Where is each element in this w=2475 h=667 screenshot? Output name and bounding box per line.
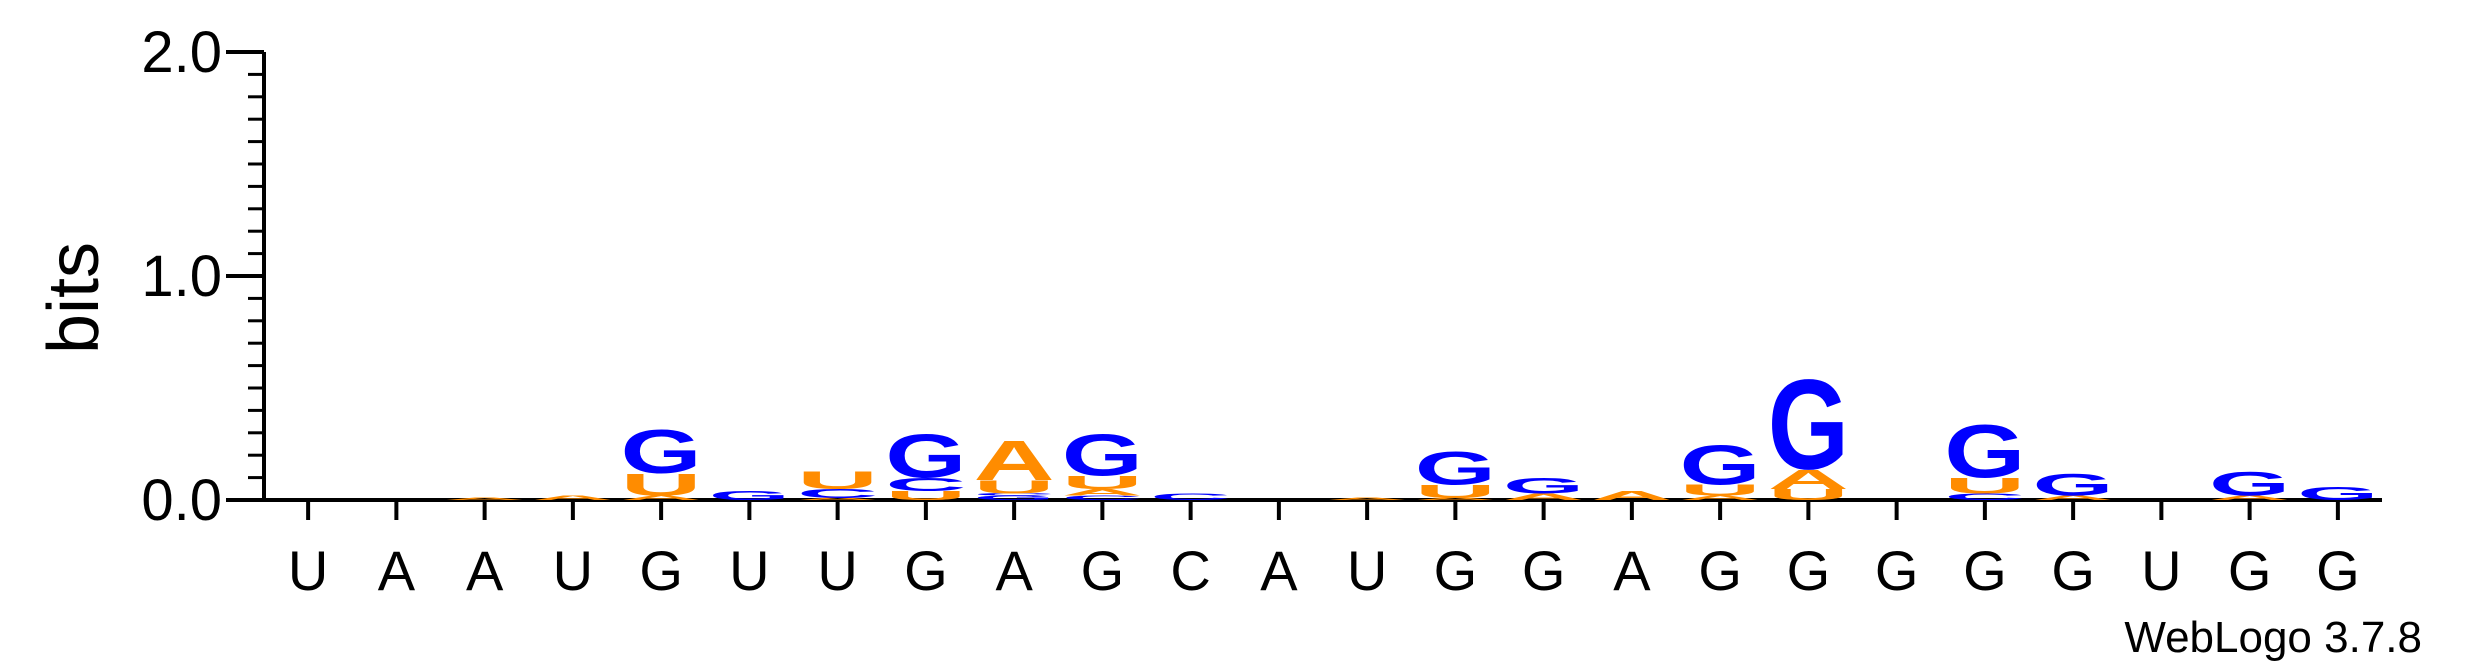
logo-letter-A: A [1591, 489, 1672, 503]
logo-letter-G: G [709, 489, 790, 503]
logo-letter-A: A [621, 494, 702, 501]
logo-letter-G: G [1680, 433, 1761, 496]
logo-letter-G: G [1062, 421, 1143, 487]
logo-letter-G: G [885, 422, 966, 492]
x-tick-label: G [1081, 539, 1125, 602]
x-tick-label: U [1347, 539, 1387, 602]
logo-letter-U: U [974, 477, 1055, 498]
logo-letter-U: U [1415, 481, 1496, 502]
x-tick-label: G [2051, 539, 2095, 602]
x-tick-label: G [1875, 539, 1919, 602]
x-tick-label: G [1522, 539, 1566, 602]
x-tick-label: G [1434, 539, 1478, 602]
logo-letter-A: A [2209, 494, 2290, 501]
logo-letter-U: U [1680, 481, 1761, 499]
x-tick-label: G [904, 539, 948, 602]
y-tick-label: 0.0 [141, 468, 222, 533]
x-tick-label: G [639, 539, 683, 602]
logo-letter-G: G [621, 417, 702, 487]
logo-letter-A: A [444, 497, 525, 501]
x-tick-label: U [288, 539, 328, 602]
logo-letter-C: C [797, 486, 878, 500]
logo-letter-G: G [2033, 467, 2114, 502]
x-tick-label: G [2228, 539, 2272, 602]
logo-letter-C: C [974, 493, 1055, 497]
logo-letter-G: G [2209, 465, 2290, 503]
x-tick-label: G [1963, 539, 2007, 602]
logo-letter-A: A [1503, 492, 1584, 502]
x-tick-label: G [1787, 539, 1831, 602]
y-tick-label: 1.0 [141, 244, 222, 309]
logo-letter-A: A [1327, 497, 1408, 501]
logo-letter-G: G [1944, 411, 2025, 494]
weblogo-version-label: WebLogo 3.7.8 [2124, 613, 2422, 662]
x-tick-label: U [2141, 539, 2181, 602]
logo-letter-A: A [974, 429, 1055, 492]
logo-letter-G: G [1415, 443, 1496, 495]
x-tick-label: A [995, 539, 1033, 602]
logo-letter-A: A [532, 494, 613, 501]
logo-letter-U: U [797, 466, 878, 494]
logo-letter-G: G [2297, 483, 2378, 504]
logo-letter-U: U [885, 489, 966, 503]
logo-letter-A: A [1415, 497, 1496, 501]
logo-letter-C: C [1062, 494, 1143, 501]
x-tick-label: U [729, 539, 769, 602]
logo-letter-U: U [1062, 472, 1143, 493]
logo-letter-A: A [797, 497, 878, 501]
x-tick-label: A [1260, 539, 1298, 602]
logo-letter-C: C [1150, 492, 1231, 502]
logo-letter-A: A [1768, 464, 1849, 495]
logo-letter-C: C [885, 474, 966, 495]
x-tick-label: C [1170, 539, 1210, 602]
x-tick-label: U [817, 539, 857, 602]
logo-letter-C: C [1944, 492, 2025, 502]
logo-letter-U: U [1944, 474, 2025, 498]
logo-letter-G: G [1768, 352, 1849, 496]
x-tick-label: U [553, 539, 593, 602]
y-tick-label: 2.0 [141, 20, 222, 85]
logo-letter-A: A [2033, 494, 2114, 501]
x-tick-label: G [2316, 539, 2360, 602]
x-tick-label: A [1613, 539, 1651, 602]
logo-letter-A: A [1680, 494, 1761, 501]
y-axis-label: bits [34, 242, 114, 354]
x-tick-label: A [378, 539, 416, 602]
logo-letter-U: U [1768, 486, 1849, 504]
logo-letter-A: A [1062, 487, 1143, 497]
y-axis: 0.0 1.0 2.0 [141, 20, 266, 533]
logo-letter-G: G [974, 494, 1055, 501]
x-tick-label: G [1698, 539, 1742, 602]
x-tick-label: A [466, 539, 504, 602]
logo-letter-U: U [621, 467, 702, 502]
logo-letter-G: G [1503, 474, 1584, 498]
